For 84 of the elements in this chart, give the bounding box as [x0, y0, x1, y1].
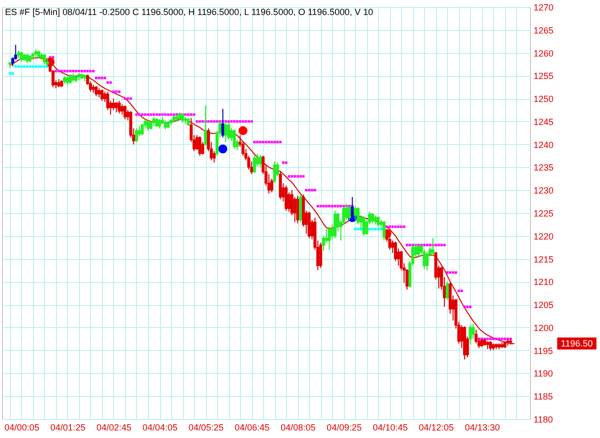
y-tick-label: 1190 [534, 368, 553, 379]
y-tick-label: 1195 [534, 346, 553, 356]
candlestick [158, 118, 162, 129]
candlestick [195, 134, 198, 151]
x-tick-label: 04/05:25 [188, 422, 224, 432]
candlestick [98, 88, 101, 98]
candlestick [374, 214, 377, 225]
point [8, 72, 12, 75]
x-tick-label: 04/12:05 [418, 422, 454, 432]
y-tick-label: 1230 [534, 186, 554, 196]
x-tick-label: 04/02:45 [96, 422, 132, 432]
candlestick [26, 53, 29, 64]
y-tick-label: 1260 [534, 48, 554, 58]
candlestick [146, 120, 150, 132]
candlestick [324, 228, 328, 244]
candlestick [68, 74, 72, 84]
candlestick [20, 51, 23, 62]
candlestick [319, 242, 322, 268]
candlestick [354, 206, 357, 220]
candlestick [328, 226, 331, 250]
text: 1196.50 [560, 338, 593, 348]
candlestick [334, 210, 337, 239]
candlestick [42, 53, 46, 65]
x-tick-label: 04/06:45 [234, 422, 270, 432]
y-tick-label: 1185 [534, 392, 553, 402]
candlestick [468, 324, 472, 346]
candlestick [106, 91, 110, 110]
candlestick [273, 161, 276, 184]
x-tick-label: 04/10:45 [372, 422, 408, 432]
candlestick [388, 235, 392, 250]
y-tick-label: 1255 [534, 71, 554, 82]
y-tick-label: 1200 [534, 322, 554, 333]
candlestick [232, 128, 236, 150]
y-tick-label: 1265 [534, 25, 554, 36]
candlestick [123, 104, 126, 120]
candlestick [118, 100, 121, 114]
y-tick-label: 1245 [534, 116, 554, 127]
y-tick-label: 1235 [534, 162, 554, 173]
candlestick [94, 85, 98, 97]
candlestick [270, 178, 274, 193]
candlestick [252, 155, 256, 174]
x-tick-label: 04/13:30 [464, 422, 500, 432]
point [218, 144, 228, 154]
candlestick [135, 128, 138, 143]
candlestick [296, 195, 300, 224]
candlestick [356, 206, 360, 225]
candlestick [488, 340, 492, 351]
y-tick-label: 1180 [534, 414, 553, 424]
y-tick-label: 1225 [534, 208, 554, 218]
y-tick-label: 1210 [534, 277, 554, 288]
candlestick [382, 220, 386, 241]
candlestick [376, 216, 380, 228]
chart-title: ES #F [5-Min] 08/04/11 -0.2500 C 1196.5000, H 1196.5000, L 1196.5000, O 1196.5000, V 10 [5, 7, 374, 17]
candlestick [198, 136, 202, 156]
candlestick [258, 154, 262, 168]
y-tick-label: 1215 [534, 254, 554, 264]
y-tick-label: 1250 [534, 94, 554, 104]
x-tick-label: 04/00:05 [4, 422, 40, 432]
candlestick [370, 212, 374, 224]
point [238, 126, 248, 136]
x-tick-label: 04/04:05 [142, 422, 178, 432]
candlestick [426, 251, 429, 271]
candlestick [474, 329, 478, 344]
x-tick-label: 04/08:05 [280, 422, 316, 432]
x-tick-label: 04/01:25 [50, 422, 86, 432]
candlestick [299, 194, 302, 223]
y-tick-label: 1205 [534, 300, 554, 310]
candlestick [155, 118, 158, 128]
candlestick [278, 171, 282, 200]
candlestick [362, 216, 366, 236]
candlestick [66, 75, 69, 86]
candlestick [284, 185, 288, 212]
y-tick-label: 1270 [534, 2, 554, 12]
y-tick-label: 1220 [534, 231, 554, 242]
candlestick [227, 122, 230, 140]
x-tick-label: 04/09:25 [326, 422, 362, 432]
candlestick [288, 192, 291, 212]
candlestick [140, 123, 144, 136]
candlestick [112, 98, 115, 110]
candlestick [394, 241, 397, 262]
y-tick-label: 1240 [534, 140, 554, 150]
candlestick [308, 211, 311, 239]
candlestick [120, 104, 124, 116]
candlestick [100, 88, 104, 102]
